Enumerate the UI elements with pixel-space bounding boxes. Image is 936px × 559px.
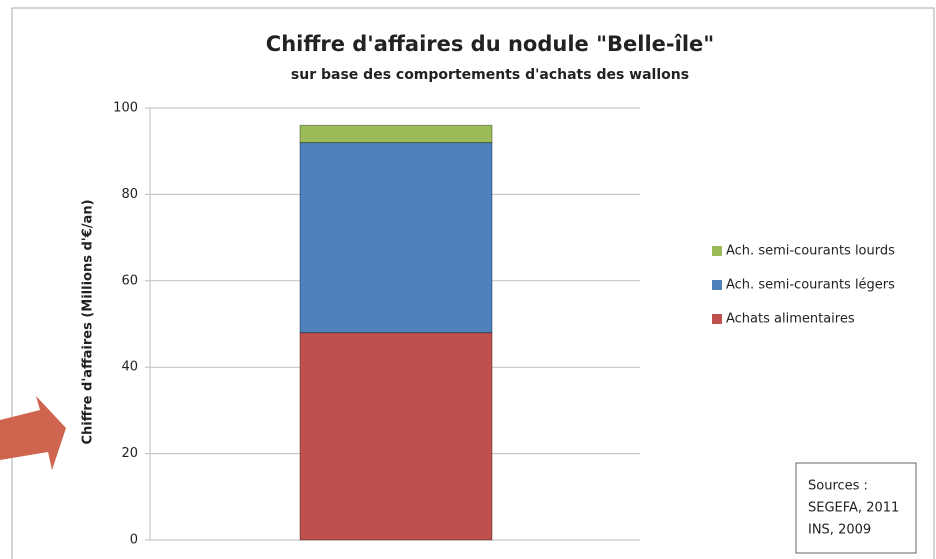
legend-swatch: [712, 280, 722, 290]
chart-title: Chiffre d'affaires du nodule "Belle-île": [266, 32, 714, 56]
annotation-box: [795, 462, 917, 554]
legend-label: Achats alimentaires: [726, 312, 855, 327]
annotation: INS, 2009: [808, 523, 871, 538]
legend-label: Ach. semi-courants lourds: [726, 244, 895, 259]
y-tick-label: 100: [113, 101, 138, 116]
chart-subtitle: sur base des comportements d'achats des …: [291, 67, 689, 83]
arrow: [0, 396, 66, 470]
bar-segment: [299, 124, 493, 144]
y-tick-label: 60: [121, 273, 138, 288]
y-tick-label: 20: [121, 446, 138, 461]
y-tick-label: 80: [121, 187, 138, 202]
legend-label: Ach. semi-courants légers: [726, 278, 895, 293]
bar-segment: [299, 142, 493, 334]
annotation: SEGEFA, 2011: [808, 501, 899, 516]
annotation: Sources :: [808, 479, 868, 494]
y-tick-label: 0: [130, 533, 138, 548]
legend-swatch: [712, 246, 722, 256]
bar-segment: [299, 332, 493, 541]
legend-swatch: [712, 314, 722, 324]
y-axis-label: Chiffre d'affaires (Millions d'€/an): [81, 199, 96, 444]
y-tick-label: 40: [121, 360, 138, 375]
